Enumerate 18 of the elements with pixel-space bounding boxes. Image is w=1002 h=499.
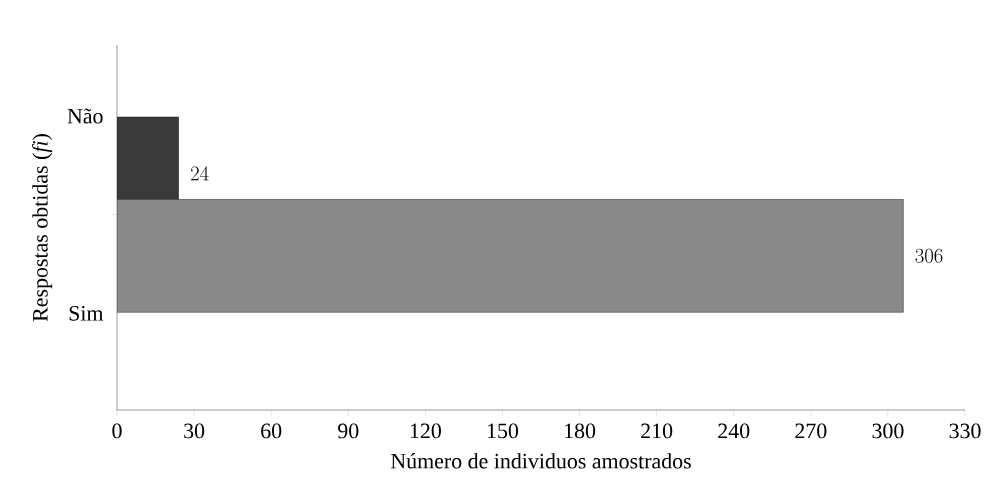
x-tick-label: 60 [261,423,282,439]
x-tick-label: 0 [112,423,122,439]
x-tick-label: 180 [565,423,596,439]
x-tick-label: 300 [872,423,904,439]
data-label: 306 [915,248,943,263]
x-tick-label: 240 [718,423,750,439]
y-tick-label: Sim [69,305,104,321]
y-axis-title: Respostas obtidas (fi) [32,134,53,322]
x-axis-title: Número de individuos amostrados [390,453,691,469]
x-tick-label: 270 [795,423,827,439]
data-label: 24 [191,166,209,181]
x-tick-label: 120 [410,423,441,439]
y-tick-label: Não [67,108,103,124]
x-tick-label: 210 [641,423,673,439]
x-tick-label: 90 [338,423,359,439]
x-tick-label: 150 [487,423,519,439]
x-tick-label: 30 [184,423,205,439]
x-tick-label: 330 [949,423,981,439]
